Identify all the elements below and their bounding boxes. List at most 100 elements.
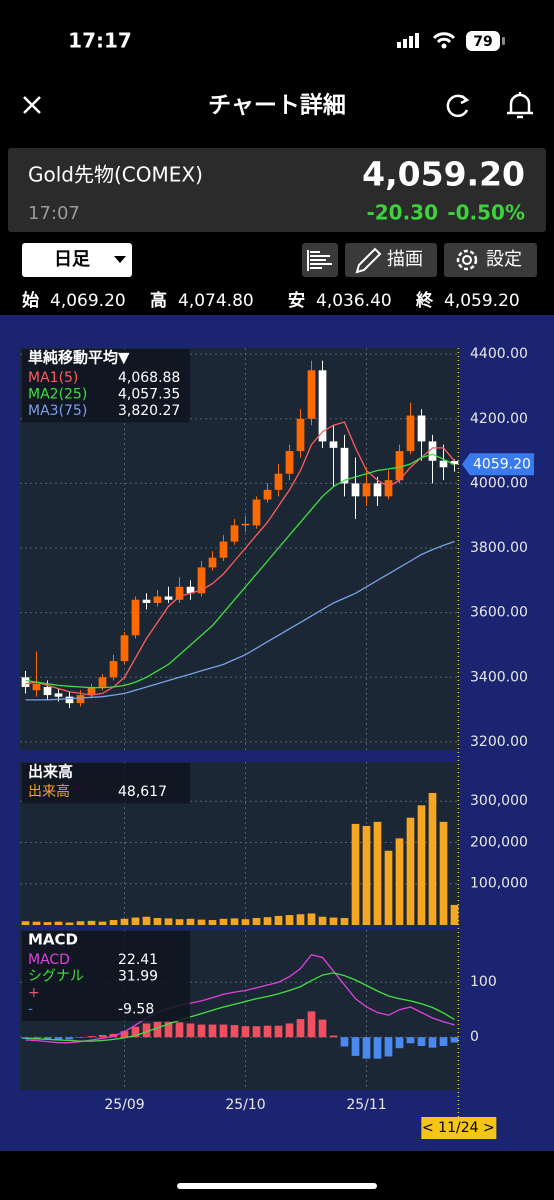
- legend-title: MACD: [28, 931, 78, 949]
- candle-body: [450, 461, 459, 465]
- volume-profile-icon: [307, 250, 332, 271]
- histogram-bar: [329, 1035, 338, 1038]
- y-tick-label: 100: [470, 974, 497, 990]
- legend-box: [22, 349, 190, 423]
- volume-bar: [219, 918, 228, 925]
- quote-time: 17:07: [28, 203, 80, 224]
- histogram-bar: [417, 1037, 426, 1047]
- current-price-tag: [462, 453, 534, 476]
- indicator-line: [25, 540, 455, 701]
- draw-button[interactable]: [345, 243, 437, 277]
- charts: 3200.00 3400.00 3600.00 3800.00 4000.00 4200.…: [20, 346, 534, 1139]
- volume-bar: [175, 919, 184, 925]
- period-select[interactable]: [22, 243, 132, 277]
- histogram-bar: [153, 1021, 162, 1038]
- histogram-bar: [76, 1037, 85, 1038]
- x-tick-label: 25/10: [225, 1097, 265, 1113]
- legend-value: 48,617: [118, 784, 167, 800]
- candle-body: [197, 567, 206, 594]
- candle-body: [54, 693, 63, 697]
- volume-bar: [153, 917, 162, 925]
- refresh-arrow: [460, 95, 470, 105]
- volume-bar: [142, 916, 151, 925]
- volume-bar: [373, 821, 382, 925]
- legend-name: 出来高: [28, 783, 70, 800]
- y-tick-label: 3800.00: [470, 540, 528, 556]
- volume-bar: [65, 922, 74, 925]
- y-tick-label: 4200.00: [470, 411, 528, 427]
- candle-body: [406, 415, 415, 452]
- volume-bar: [98, 921, 107, 925]
- volume-bar: [120, 918, 129, 925]
- legend-value: 22.41: [118, 952, 158, 968]
- legend-value: -9.58: [118, 1002, 154, 1018]
- candle-body: [142, 599, 151, 603]
- indicator-line: [25, 421, 455, 696]
- home-indicator: [177, 1183, 377, 1189]
- candle-body: [186, 586, 195, 594]
- settings-label: 設定: [486, 249, 522, 270]
- volume-bar: [230, 918, 239, 925]
- histogram-bar: [175, 1022, 184, 1038]
- candle-body: [153, 596, 162, 603]
- close-button[interactable]: [23, 96, 41, 114]
- battery-level: 79: [473, 34, 492, 50]
- y-tick-label: 4400.00: [470, 346, 528, 362]
- volume-bar: [54, 921, 63, 925]
- y-tick-label: 3200.00: [470, 734, 528, 750]
- cursor-label: < 11/24 >: [422, 1120, 495, 1136]
- current-price-label: 4059.20: [473, 456, 531, 472]
- candle-body: [307, 370, 316, 419]
- histogram-bar: [263, 1025, 272, 1038]
- candle-body: [263, 489, 272, 500]
- histogram-bar: [32, 1037, 41, 1039]
- legend-name: MACD: [28, 952, 70, 968]
- histogram-bar: [406, 1037, 415, 1044]
- volume-bar: [252, 917, 261, 925]
- pencil-icon: [355, 247, 382, 274]
- histogram-bar: [340, 1037, 349, 1047]
- legend-name: シグナル: [28, 969, 84, 985]
- volume-bar: [87, 920, 96, 925]
- y-tick-label: 3600.00: [470, 605, 528, 621]
- cursor-tag: [421, 1117, 497, 1139]
- ohlc-label: 始: [22, 290, 39, 311]
- histogram-bar: [197, 1024, 206, 1038]
- volume-bar: [384, 850, 393, 925]
- candle-body: [219, 541, 228, 558]
- candle-body: [43, 686, 52, 696]
- volume-bar: [307, 913, 316, 925]
- volume-bar: [76, 921, 85, 925]
- candle-body: [329, 441, 338, 448]
- volume-bar: [362, 825, 371, 925]
- volume-bar: [43, 922, 52, 925]
- period-label: 日足: [54, 249, 90, 270]
- candle-body: [65, 696, 74, 704]
- ohlc-label: 終: [415, 290, 434, 311]
- last-price: 4,059.20: [362, 155, 525, 194]
- volume-bar: [186, 918, 195, 925]
- volume-bar: [208, 920, 217, 925]
- candle-body: [87, 686, 96, 696]
- legend-name: MA2(25): [28, 387, 87, 403]
- ohlc-value: 4,069.20: [50, 291, 126, 311]
- candle-body: [21, 677, 30, 687]
- histogram-bar: [384, 1037, 393, 1057]
- alert-button[interactable]: [507, 92, 533, 119]
- volume-bar: [329, 917, 338, 925]
- candle-body: [274, 473, 283, 490]
- candle-body: [230, 525, 239, 542]
- histogram-bar: [252, 1026, 261, 1038]
- volume-bar: [395, 838, 404, 925]
- histogram-bar: [373, 1037, 382, 1059]
- legend-value: 4,068.88: [118, 370, 180, 386]
- legend-name: MA3(75): [28, 403, 87, 419]
- y-tick-label: 200,000: [470, 834, 528, 850]
- candle-body: [296, 418, 305, 452]
- candle-body: [318, 370, 327, 442]
- legend-value: 31.99: [118, 969, 158, 985]
- candle-body: [131, 599, 140, 636]
- refresh-button[interactable]: [446, 94, 469, 118]
- ohlc-value: 4,074.80: [178, 291, 254, 311]
- ohlc-value: 4,059.20: [444, 291, 520, 311]
